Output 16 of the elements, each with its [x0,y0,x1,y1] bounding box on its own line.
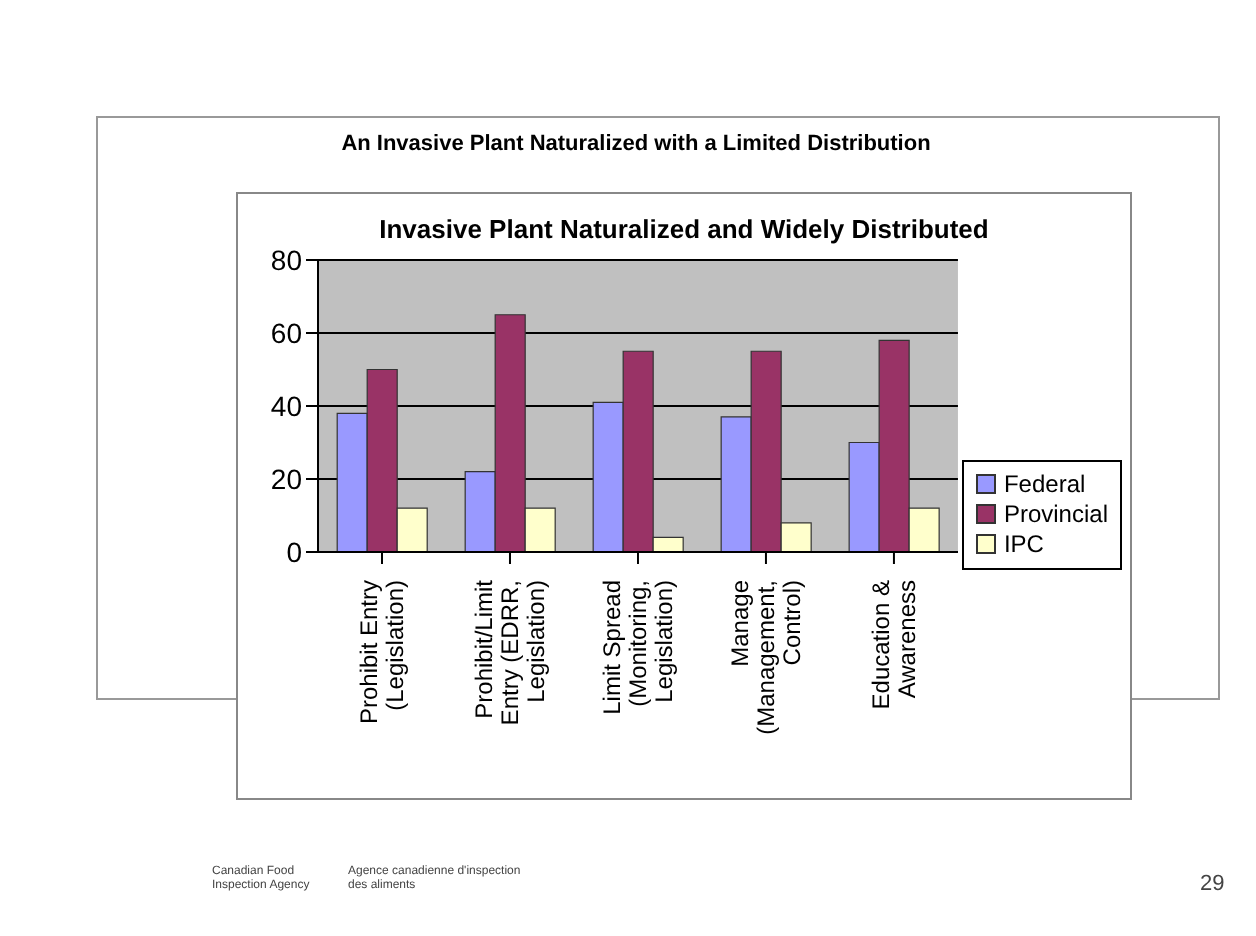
legend-label: Provincial [1003,499,1108,529]
y-tick-label: 80 [270,243,303,276]
text: An Invasive Plant Naturalized with a Limited Distribution [339,132,933,156]
x-tick-label: Manage (Management, Control) [725,579,806,735]
y-tick-label: 20 [270,462,303,495]
legend-label: Federal [1003,469,1086,499]
x-tick-label: Education & Awareness [866,580,921,710]
y-tick-label: 60 [270,316,303,349]
chart-title: Invasive Plant Naturalized and Widely Distributed [377,214,991,244]
y-tick-label: 0 [286,535,303,568]
y-tick-label: 40 [270,389,303,422]
legend-label: IPC [1003,529,1044,559]
x-tick-label: Prohibit Entry (Legislation) [354,580,409,725]
x-tick-label: Prohibit/Limit Entry (EDRR, Legislation) [469,578,550,726]
x-tick-label: Limit Spread (Monitoring, Legislation) [597,580,678,715]
text: 29 [1200,872,1225,896]
